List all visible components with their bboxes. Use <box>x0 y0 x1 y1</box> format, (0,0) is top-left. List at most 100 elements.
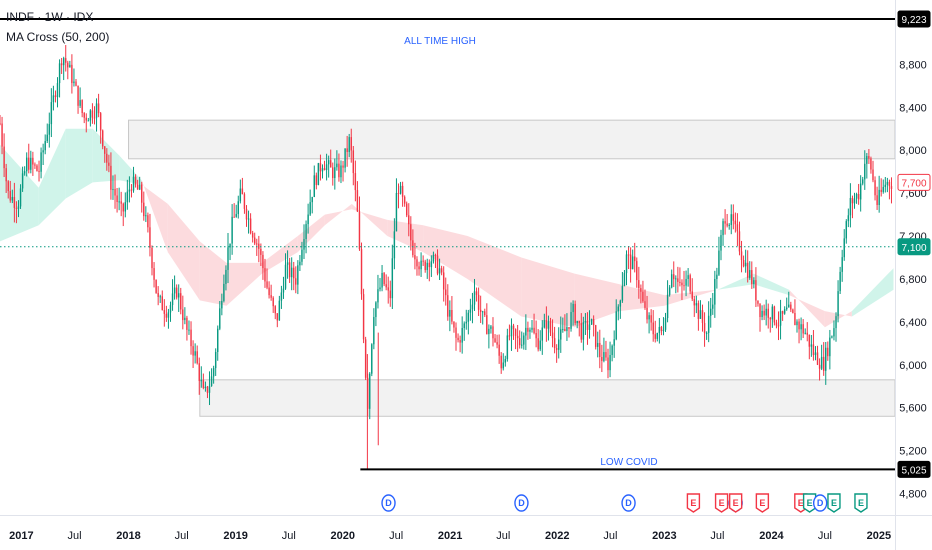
candle <box>566 313 568 341</box>
candle <box>141 181 143 213</box>
candle <box>820 344 823 371</box>
candle <box>169 301 172 322</box>
candle <box>724 209 726 235</box>
candle <box>48 112 51 148</box>
candle <box>149 213 151 257</box>
candle <box>321 164 324 179</box>
candle <box>344 148 346 173</box>
dividend-badge[interactable]: D <box>381 494 396 512</box>
candle <box>543 313 546 329</box>
candle <box>868 149 870 164</box>
dividend-badge[interactable]: D <box>812 494 828 512</box>
earnings-beat-badge[interactable]: E <box>854 493 868 513</box>
candle <box>239 179 242 204</box>
earnings-miss-badge[interactable]: E <box>686 493 701 513</box>
candle <box>73 68 75 87</box>
candle <box>297 260 299 295</box>
candle <box>442 266 445 302</box>
candle <box>720 229 722 261</box>
candle <box>802 319 804 339</box>
price-tick-label: 6,400 <box>899 317 927 329</box>
current-price-tag: 7,700 <box>897 173 931 191</box>
candle <box>262 251 264 280</box>
candle <box>638 266 640 299</box>
price-tick-label: 5,600 <box>899 403 927 415</box>
time-tick-label: 2024 <box>759 530 784 542</box>
svg-text:7,700: 7,700 <box>901 178 926 189</box>
candle <box>607 348 609 379</box>
candle <box>527 321 529 340</box>
candle <box>611 344 613 362</box>
candle <box>753 277 755 289</box>
candle <box>728 223 730 230</box>
candle <box>874 176 876 201</box>
candle <box>369 372 371 420</box>
candle <box>633 242 636 273</box>
candle <box>151 245 153 276</box>
candle <box>484 308 486 318</box>
price-tick-label: 5,200 <box>899 446 927 458</box>
ma-band-segment <box>199 241 227 306</box>
candle <box>202 373 205 390</box>
candle <box>124 192 127 218</box>
candle <box>808 334 811 360</box>
candle <box>461 316 463 354</box>
candle <box>617 304 620 321</box>
candle <box>666 280 669 323</box>
support-zone[interactable] <box>199 379 896 417</box>
candle <box>675 275 677 294</box>
candle <box>521 331 523 349</box>
candle <box>469 298 472 321</box>
candle <box>560 316 562 353</box>
earnings-beat-badge[interactable]: E <box>802 493 817 513</box>
candle <box>445 277 447 306</box>
earnings-beat-badge[interactable]: E <box>827 493 841 513</box>
candle <box>851 195 854 219</box>
time-tick-label: 2025 <box>867 530 891 542</box>
earnings-miss-badge[interactable]: E <box>714 493 729 513</box>
candle <box>564 314 566 332</box>
candle <box>229 243 231 261</box>
candle <box>642 280 644 303</box>
candle <box>249 213 252 235</box>
candles-layer <box>0 45 893 470</box>
dividend-badge[interactable]: D <box>514 494 529 512</box>
candle <box>9 180 11 203</box>
svg-text:E: E <box>858 498 864 508</box>
candle <box>241 177 244 195</box>
candle <box>274 305 276 320</box>
candle <box>436 249 439 276</box>
candle <box>788 291 790 308</box>
ma-band-segment <box>423 225 468 279</box>
candle <box>699 300 702 319</box>
candle <box>247 210 250 234</box>
candle <box>7 180 9 199</box>
svg-text:7,100: 7,100 <box>901 243 926 254</box>
resistance-zone[interactable] <box>128 119 896 160</box>
candle <box>712 292 714 315</box>
ma-band-segment <box>262 236 298 274</box>
candle <box>253 232 256 245</box>
candle <box>769 316 772 333</box>
candle <box>379 278 381 292</box>
candle <box>130 184 133 198</box>
candle <box>695 295 698 314</box>
indicator-label[interactable]: MA Cross (50, 200) <box>6 30 109 44</box>
candle <box>492 317 494 347</box>
earnings-miss-badge[interactable]: E <box>755 493 770 513</box>
candle <box>812 330 815 361</box>
candle <box>473 278 476 311</box>
earnings-miss-badge[interactable]: E <box>728 493 743 513</box>
ma-band-segment <box>467 236 522 317</box>
ma-band-segment <box>92 128 120 183</box>
dividend-badge[interactable]: D <box>621 494 636 512</box>
svg-text:E: E <box>807 498 813 508</box>
candle <box>420 252 422 277</box>
candle <box>389 280 391 307</box>
candle <box>771 304 774 328</box>
candle <box>412 229 414 258</box>
candle <box>726 213 728 228</box>
candle <box>658 318 661 344</box>
candle <box>108 154 110 173</box>
candle <box>800 317 802 341</box>
